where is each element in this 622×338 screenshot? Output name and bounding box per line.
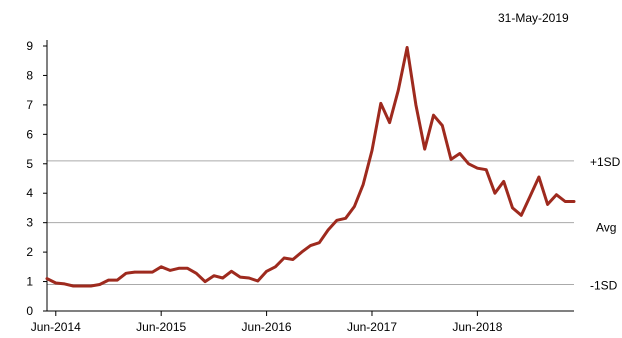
y-tick-label-3: 3	[26, 216, 33, 230]
data-point-1	[54, 281, 57, 285]
data-point-31	[318, 241, 321, 244]
data-point-53	[511, 206, 514, 210]
x-tick-label-2: Jun-2016	[242, 320, 292, 334]
data-point-49	[476, 167, 479, 170]
data-point-9	[124, 272, 128, 275]
data-point-23	[247, 276, 251, 280]
y-tick-label-4: 4	[26, 186, 33, 200]
reference-label-1: Avg	[596, 221, 616, 235]
series-line	[45, 46, 576, 288]
y-tick-label-8: 8	[26, 68, 33, 82]
data-point-32	[326, 228, 330, 232]
data-point-39	[388, 121, 391, 124]
x-axis: Jun-2014 Jun-2015 Jun-2016 Jun-2017 Jun-2018	[31, 310, 574, 334]
data-point-7	[107, 278, 110, 282]
reference-lines: +1SD Avg -1SD	[47, 155, 621, 293]
data-point-43	[423, 147, 426, 151]
data-point-40	[397, 89, 400, 92]
data-point-11	[142, 270, 145, 274]
data-point-3	[72, 284, 75, 288]
data-point-59	[564, 200, 567, 203]
data-point-35	[353, 205, 356, 208]
data-point-27	[282, 256, 286, 260]
data-point-29	[300, 250, 303, 254]
data-point-10	[133, 270, 136, 274]
data-point-12	[151, 270, 154, 274]
data-point-48	[467, 162, 470, 165]
data-point-13	[160, 265, 163, 268]
data-point-41	[405, 46, 409, 49]
data-point-14	[168, 269, 172, 272]
data-point-2	[63, 282, 66, 286]
data-point-21	[230, 270, 233, 273]
reference-label-2: -1SD	[590, 279, 618, 293]
data-point-4	[80, 284, 84, 288]
y-tick-label-6: 6	[26, 127, 33, 141]
data-point-54	[520, 214, 523, 217]
data-point-0	[45, 277, 49, 280]
data-point-45	[441, 124, 444, 127]
data-point-28	[291, 258, 295, 261]
data-point-18	[203, 280, 207, 283]
data-point-6	[98, 283, 101, 286]
data-point-15	[177, 267, 180, 270]
data-point-51	[493, 192, 497, 195]
data-point-50	[485, 168, 488, 171]
data-point-57	[546, 203, 549, 206]
data-point-34	[344, 217, 347, 220]
y-tick-label-2: 2	[26, 245, 33, 259]
data-point-44	[432, 114, 435, 117]
data-point-42	[414, 103, 418, 107]
data-point-19	[212, 274, 216, 277]
x-tick-label-1: Jun-2015	[136, 320, 186, 334]
y-tick-label-0: 0	[26, 304, 33, 318]
reference-label-0: +1SD	[590, 155, 621, 169]
series-group	[45, 46, 576, 288]
y-tick-label-1: 1	[26, 275, 33, 289]
data-point-47	[458, 152, 461, 155]
data-point-24	[256, 279, 259, 283]
date-stamp: 31-May-2019	[498, 11, 569, 25]
data-point-55	[528, 195, 532, 198]
data-point-60	[572, 200, 576, 203]
data-point-33	[335, 219, 339, 222]
data-point-22	[239, 275, 242, 279]
x-tick-label-0: Jun-2014	[31, 320, 81, 334]
data-point-25	[265, 270, 268, 273]
data-point-30	[309, 244, 312, 247]
data-point-5	[89, 284, 93, 288]
x-tick-label-3: Jun-2017	[347, 320, 397, 334]
data-point-17	[195, 272, 198, 275]
x-tick-label-4: Jun-2018	[452, 320, 502, 334]
data-point-26	[274, 265, 277, 268]
data-point-8	[116, 278, 119, 282]
data-point-16	[186, 267, 189, 270]
y-tick-label-7: 7	[26, 98, 33, 112]
y-tick-label-5: 5	[26, 157, 33, 171]
data-point-37	[370, 149, 374, 152]
date-stamp-group: 31-May-2019	[498, 11, 569, 25]
data-point-20	[221, 276, 224, 280]
data-point-58	[555, 193, 558, 196]
y-tick-label-9: 9	[26, 39, 33, 53]
data-point-56	[537, 175, 541, 179]
data-point-36	[362, 183, 365, 186]
data-point-46	[449, 158, 453, 161]
y-axis: 0 1 2 3 4 5 6 7 8 9	[26, 39, 48, 318]
data-point-38	[379, 102, 382, 105]
data-point-52	[502, 180, 505, 183]
